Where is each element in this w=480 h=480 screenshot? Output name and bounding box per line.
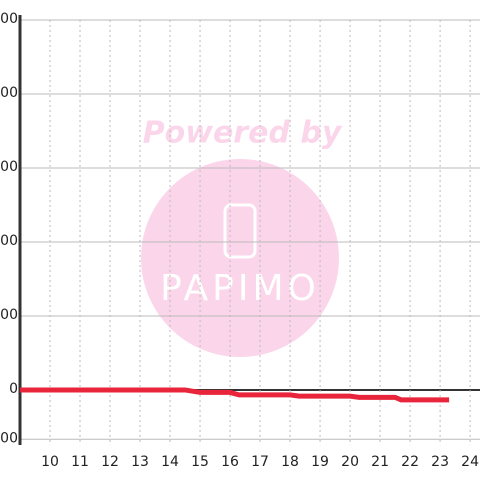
x-tick-label: 17 bbox=[251, 454, 269, 470]
watermark: Powered by PAPIMO bbox=[141, 116, 343, 357]
x-tick-label: 23 bbox=[431, 454, 449, 470]
x-tick-label: 11 bbox=[71, 454, 89, 470]
x-tick-label: 22 bbox=[401, 454, 419, 470]
x-tick-label: 19 bbox=[311, 454, 329, 470]
x-tick-label: 15 bbox=[191, 454, 209, 470]
x-tick-label: 12 bbox=[101, 454, 119, 470]
y-tick-label: 30,000 bbox=[0, 307, 18, 323]
y-tick-label: 90,000 bbox=[0, 159, 18, 175]
data-line bbox=[20, 387, 450, 403]
x-tick-label: 21 bbox=[371, 454, 389, 470]
plot bbox=[20, 387, 450, 403]
watermark-logo: PAPIMO bbox=[160, 268, 320, 309]
y-tick-label: -20,000 bbox=[0, 430, 18, 446]
y-tick-label: 150,000 bbox=[0, 11, 18, 27]
x-tick-label: 24 bbox=[461, 454, 479, 470]
y-tick-label: 120,000 bbox=[0, 85, 18, 101]
y-tick-label: 0 bbox=[9, 381, 18, 397]
x-tick-label: 14 bbox=[161, 454, 179, 470]
y-tick-label: 60,000 bbox=[0, 233, 18, 249]
watermark-text: Powered by bbox=[143, 116, 343, 151]
x-tick-label: 16 bbox=[221, 454, 239, 470]
x-tick-label: 13 bbox=[131, 454, 149, 470]
x-tick-label: 20 bbox=[341, 454, 359, 470]
x-tick-label: 18 bbox=[281, 454, 299, 470]
x-tick-label: 10 bbox=[41, 454, 59, 470]
watermark-icon bbox=[223, 203, 257, 259]
grid bbox=[20, 19, 480, 446]
